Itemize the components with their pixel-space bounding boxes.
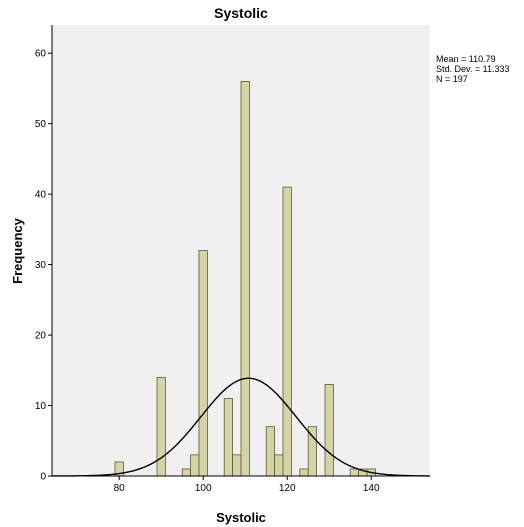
histogram-bar xyxy=(324,383,334,477)
y-tick-label: 50 xyxy=(35,119,47,130)
y-axis-label: Frequency xyxy=(10,217,25,284)
histogram-bar xyxy=(232,454,242,477)
stats-n: N = 197 xyxy=(436,74,468,84)
x-tick-label: 140 xyxy=(363,483,380,494)
stats-std-dev: Std. Dev. = 11.333 xyxy=(436,64,509,74)
histogram-bar xyxy=(190,454,200,477)
histogram-bar xyxy=(156,376,166,477)
stats-mean: Mean = 110.79 xyxy=(436,54,496,64)
x-tick-label: 120 xyxy=(279,483,296,494)
x-tick-label: 100 xyxy=(195,483,212,494)
histogram-bar xyxy=(349,468,360,477)
normal-curve xyxy=(52,377,431,477)
y-tick-label: 20 xyxy=(35,331,47,342)
chart-title: Systolic xyxy=(214,5,268,21)
histogram-bar xyxy=(223,398,233,477)
y-tick-label: 60 xyxy=(35,49,47,60)
y-tick-label: 40 xyxy=(35,190,47,201)
y-axis-ticks: 0 10 20 30 40 50 60 xyxy=(35,49,52,483)
histogram-bar xyxy=(181,468,191,477)
histogram-bar xyxy=(307,426,318,477)
y-tick-label: 30 xyxy=(35,260,47,271)
histogram-bar xyxy=(274,454,284,477)
histogram-bar xyxy=(240,80,250,477)
histogram-bar xyxy=(198,250,208,477)
x-axis-ticks: 80 100 120 140 xyxy=(114,476,380,494)
y-tick-label: 10 xyxy=(35,401,47,412)
x-axis-label: Systolic xyxy=(216,510,266,525)
histogram-bar xyxy=(282,186,292,477)
y-tick-label: 0 xyxy=(40,472,46,483)
histogram-bar xyxy=(265,426,276,477)
histogram-bar xyxy=(299,468,309,477)
x-tick-label: 80 xyxy=(114,483,126,494)
